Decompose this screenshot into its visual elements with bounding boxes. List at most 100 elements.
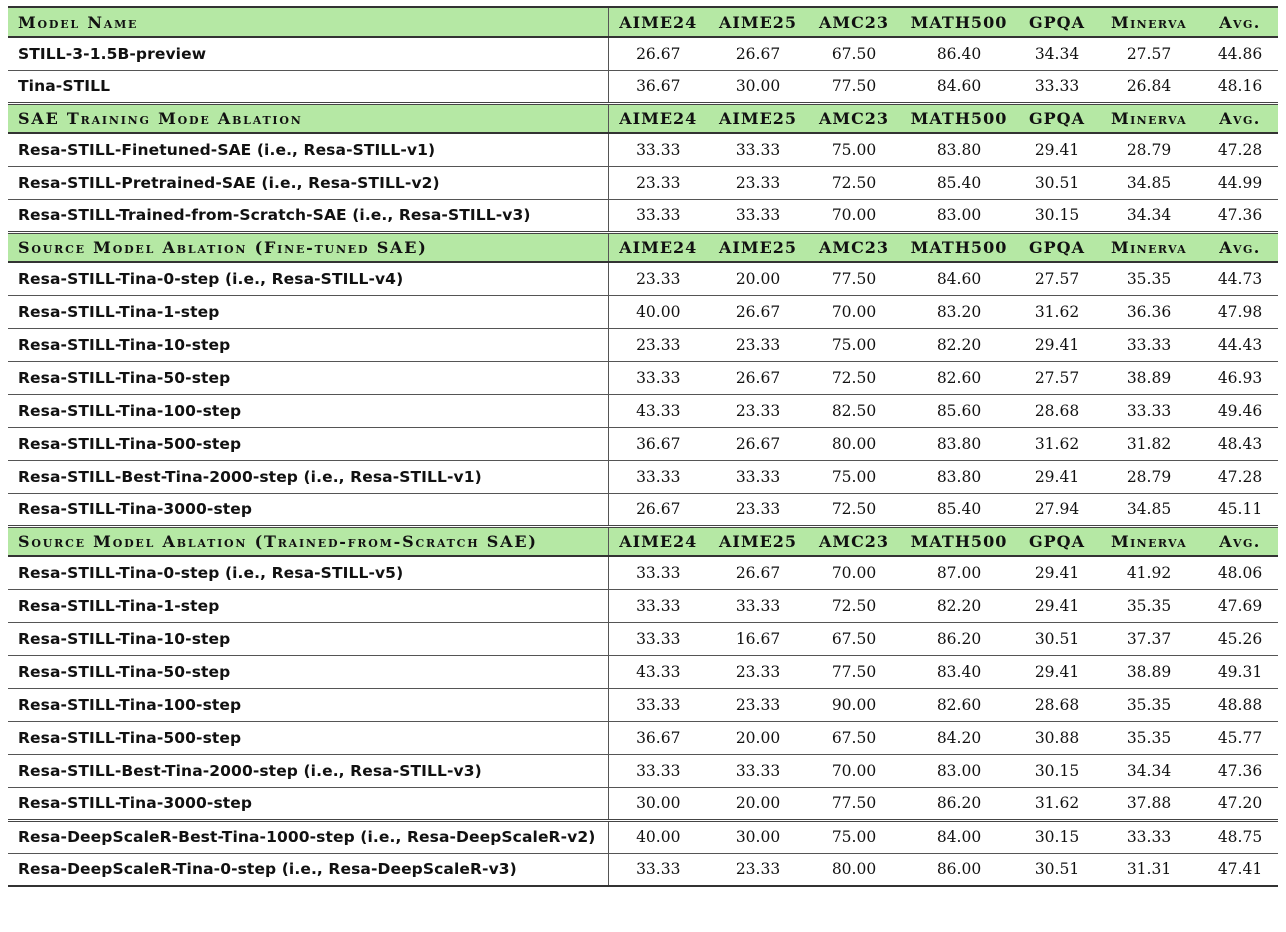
table-row: Resa-STILL-Tina-1-step 40.00 26.67 70.00 83.… [8, 295, 1278, 329]
aime24-score-cell: 33.33 [608, 622, 708, 656]
aime25-score-cell: 16.67 [708, 622, 808, 656]
avg-score-cell: 47.69 [1202, 589, 1278, 623]
avg-score-cell: 49.31 [1202, 655, 1278, 689]
table-row: Resa-STILL-Tina-0-step (i.e., Resa-STILL… [8, 262, 1278, 296]
table-row: Resa-STILL-Tina-10-step 23.33 23.33 75.00 82… [8, 328, 1278, 362]
minerva-score-cell: 34.34 [1096, 199, 1202, 234]
section-header-row: Source Model Ablation (Fine-tuned SAE) AI… [8, 230, 1278, 263]
column-header-aime24: AIME24 [608, 230, 708, 263]
table-row: Resa-STILL-Tina-100-step 43.33 23.33 82.50 8… [8, 394, 1278, 428]
aime24-score-cell: 23.33 [608, 262, 708, 296]
aime24-score-cell: 33.33 [608, 199, 708, 234]
aime25-score-cell: 30.00 [708, 820, 808, 854]
avg-score-cell: 47.98 [1202, 295, 1278, 329]
aime25-score-cell: 33.33 [708, 754, 808, 788]
minerva-score-cell: 28.79 [1096, 133, 1202, 167]
aime25-score-cell: 26.67 [708, 295, 808, 329]
gpqa-score-cell: 30.88 [1018, 721, 1096, 755]
table-row: Resa-STILL-Tina-3000-step 30.00 20.00 77.50… [8, 787, 1278, 822]
avg-score-cell: 48.06 [1202, 556, 1278, 590]
aime24-score-cell: 43.33 [608, 394, 708, 428]
table-row: Resa-STILL-Tina-500-step 36.67 26.67 80.00 8… [8, 427, 1278, 461]
math500-score-cell: 87.00 [900, 556, 1018, 590]
model-name-cell: Resa-STILL-Tina-1-step [8, 295, 609, 329]
section-header-row: Model Name AIME24 AIME25 AMC23 MATH500 GPQA Mi… [8, 6, 1278, 38]
avg-score-cell: 45.77 [1202, 721, 1278, 755]
avg-score-cell: 48.16 [1202, 70, 1278, 105]
gpqa-score-cell: 29.41 [1018, 655, 1096, 689]
gpqa-score-cell: 30.51 [1018, 622, 1096, 656]
amc23-score-cell: 72.50 [808, 166, 900, 200]
gpqa-score-cell: 31.62 [1018, 787, 1096, 822]
column-header-avg: Avg. [1202, 230, 1278, 263]
gpqa-score-cell: 31.62 [1018, 295, 1096, 329]
aime24-score-cell: 23.33 [608, 328, 708, 362]
avg-score-cell: 44.43 [1202, 328, 1278, 362]
column-header-aime25: AIME25 [708, 101, 808, 134]
avg-score-cell: 45.11 [1202, 493, 1278, 528]
model-name-cell: Resa-STILL-Tina-500-step [8, 427, 609, 461]
minerva-score-cell: 38.89 [1096, 361, 1202, 395]
table-row: Resa-STILL-Tina-500-step 36.67 20.00 67.50 8… [8, 721, 1278, 755]
avg-score-cell: 47.36 [1202, 754, 1278, 788]
amc23-score-cell: 70.00 [808, 295, 900, 329]
aime25-score-cell: 20.00 [708, 262, 808, 296]
math500-score-cell: 85.40 [900, 493, 1018, 528]
minerva-score-cell: 33.33 [1096, 820, 1202, 854]
column-header-aime24: AIME24 [608, 524, 708, 557]
table-row: Resa-STILL-Tina-3000-step 26.67 23.33 72.50… [8, 493, 1278, 528]
column-header-aime24: AIME24 [608, 6, 708, 38]
model-name-cell: Resa-STILL-Tina-50-step [8, 655, 609, 689]
minerva-score-cell: 37.88 [1096, 787, 1202, 822]
aime24-score-cell: 33.33 [608, 556, 708, 590]
model-name-cell: Resa-STILL-Best-Tina-2000-step (i.e., Re… [8, 460, 609, 494]
minerva-score-cell: 27.57 [1096, 37, 1202, 71]
column-header-aime25: AIME25 [708, 6, 808, 38]
amc23-score-cell: 72.50 [808, 589, 900, 623]
aime24-score-cell: 33.33 [608, 133, 708, 167]
table-row: Resa-STILL-Tina-10-step 33.33 16.67 67.50 86… [8, 622, 1278, 656]
model-name-cell: Resa-STILL-Finetuned-SAE (i.e., Resa-STI… [8, 133, 609, 167]
results-table-container: Model Name AIME24 AIME25 AMC23 MATH500 GPQA Mi… [8, 6, 1278, 887]
aime25-score-cell: 20.00 [708, 787, 808, 822]
aime25-score-cell: 23.33 [708, 394, 808, 428]
model-name-cell: Resa-STILL-Tina-100-step [8, 394, 609, 428]
amc23-score-cell: 80.00 [808, 853, 900, 887]
aime25-score-cell: 23.33 [708, 493, 808, 528]
math500-score-cell: 86.20 [900, 622, 1018, 656]
model-name-cell: Resa-DeepScaleR-Best-Tina-1000-step (i.e… [8, 820, 609, 854]
table-row: Resa-DeepScaleR-Tina-0-step (i.e., Resa-… [8, 853, 1278, 887]
aime25-score-cell: 23.33 [708, 328, 808, 362]
aime25-score-cell: 33.33 [708, 133, 808, 167]
amc23-score-cell: 77.50 [808, 70, 900, 105]
model-name-cell: Tina-STILL [8, 70, 609, 105]
aime24-score-cell: 33.33 [608, 688, 708, 722]
table-row: Resa-STILL-Best-Tina-2000-step (i.e., Re… [8, 754, 1278, 788]
results-table: Model Name AIME24 AIME25 AMC23 MATH500 GPQA Mi… [8, 6, 1278, 887]
math500-score-cell: 85.40 [900, 166, 1018, 200]
math500-score-cell: 85.60 [900, 394, 1018, 428]
aime24-score-cell: 33.33 [608, 460, 708, 494]
amc23-score-cell: 75.00 [808, 328, 900, 362]
column-header-aime24: AIME24 [608, 101, 708, 134]
gpqa-score-cell: 33.33 [1018, 70, 1096, 105]
gpqa-score-cell: 30.15 [1018, 199, 1096, 234]
model-name-cell: Resa-STILL-Tina-3000-step [8, 493, 609, 528]
table-row: Resa-STILL-Tina-1-step 33.33 33.33 72.50 82.… [8, 589, 1278, 623]
section-title: Source Model Ablation (Trained-from-Scra… [8, 524, 609, 557]
aime25-score-cell: 30.00 [708, 70, 808, 105]
amc23-score-cell: 67.50 [808, 622, 900, 656]
avg-score-cell: 44.86 [1202, 37, 1278, 71]
column-header-avg: Avg. [1202, 6, 1278, 38]
avg-score-cell: 47.41 [1202, 853, 1278, 887]
minerva-score-cell: 33.33 [1096, 394, 1202, 428]
gpqa-score-cell: 29.41 [1018, 460, 1096, 494]
column-header-gpqa: GPQA [1018, 6, 1096, 38]
gpqa-score-cell: 29.41 [1018, 133, 1096, 167]
amc23-score-cell: 77.50 [808, 262, 900, 296]
avg-score-cell: 47.28 [1202, 133, 1278, 167]
aime24-score-cell: 40.00 [608, 820, 708, 854]
aime25-score-cell: 26.67 [708, 37, 808, 71]
amc23-score-cell: 82.50 [808, 394, 900, 428]
table-row: Resa-STILL-Tina-0-step (i.e., Resa-STILL… [8, 556, 1278, 590]
